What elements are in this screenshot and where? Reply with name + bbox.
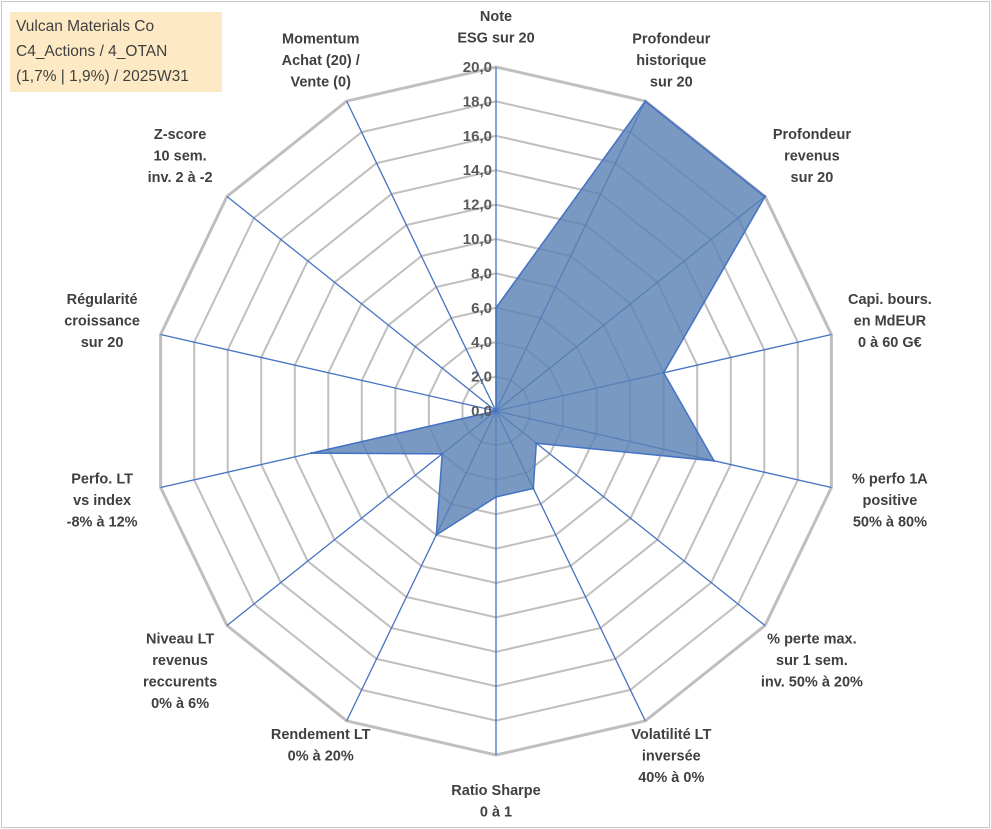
data-point [441,452,444,456]
axis-label-line: Note [480,9,512,25]
axis-label-line: Profondeur [773,127,851,143]
axis-label-line: 0% à 20% [288,748,354,764]
axis-label: Momentum Achat (20) / Vente (0) [282,32,360,91]
chart-title-box: Vulcan Materials Co C4_Actions / 4_OTAN … [10,12,222,92]
axis-label-line: % perte max. [767,632,856,648]
tick-label: 10,0 [463,231,492,248]
axis-label-line: 0 à 1 [480,805,512,821]
axis-label: Niveau LT revenus reccurents 0% à 6% [143,632,217,713]
axis-label: % perfo 1A positive 50% à 80% [852,472,928,531]
axis-label-line: Vente (0) [290,75,351,91]
axis-spoke [495,410,766,627]
axis-label-line: historique [636,53,706,69]
axis-label: Profondeur historique sur 20 [632,32,710,91]
data-point [435,533,438,537]
title-line-company: Vulcan Materials Co [16,18,155,35]
axis-label: Régularité croissance sur 20 [64,292,140,351]
axis-label-line: Niveau LT [146,632,214,648]
axis-label-line: croissance [64,313,140,329]
axis-label-line: sur 20 [791,170,834,186]
data-point [662,371,665,374]
axis-label: Rendement LT 0% à 20% [271,727,371,765]
axis-spoke [346,100,497,412]
axis-label-line: Ratio Sharpe [451,783,540,799]
tick-label: 2,0 [471,369,492,386]
axis-label: Note ESG sur 20 [457,9,534,47]
tick-label: 18,0 [463,93,492,110]
axis-label-line: 40% à 0% [638,770,704,786]
data-point [644,99,647,103]
axis-label-line: Rendement LT [271,727,371,743]
tick-label: 14,0 [463,162,492,179]
data-point [310,451,313,455]
axis-spoke [160,333,497,412]
axis-label-line: sur 20 [81,335,124,351]
axis-label-line: Volatilité LT [631,727,711,743]
axis-label: Volatilité LT inversée 40% à 0% [631,727,711,786]
axis-label-line: Momentum [282,32,359,48]
axis-label: Perfo. LT vs index -8% à 12% [67,472,138,531]
axis-label-line: Achat (20) / [282,53,360,69]
axis-label-line: revenus [152,653,208,669]
axis-label-line: 50% à 80% [853,515,927,531]
tick-label: 6,0 [471,300,492,317]
data-point [535,442,538,445]
data-point [763,195,767,198]
axis-label-line: inv. 50% à 20% [761,675,863,691]
axis-label-line: -8% à 12% [67,515,138,531]
axis-label-line: revenus [784,149,840,165]
axis-label: Z-score 10 sem. inv. 2 à -2 [148,127,213,186]
axis-label-line: % perfo 1A [852,472,928,488]
axis-label-line: Profondeur [632,32,710,48]
tick-label: 16,0 [463,128,492,145]
data-point [494,495,498,499]
tick-label: 8,0 [471,265,492,282]
axis-label: % perte max. sur 1 sem. inv. 50% à 20% [761,632,863,691]
axis-label-line: vs index [73,493,131,509]
data-point [494,409,498,413]
data-point [532,487,535,490]
axis-label-line: Z-score [154,127,206,143]
axis-label-line: en MdEUR [854,313,927,329]
axis-label-line: 0% à 6% [151,696,209,712]
axis-label-line: reccurents [143,675,217,691]
axis-label-line: positive [863,493,918,509]
axis-label-line: sur 1 sem. [776,653,848,669]
data-point [494,306,498,309]
axis-label-line: 0 à 60 G€ [858,335,922,351]
axis-label-line: inv. 2 à -2 [148,170,213,186]
tick-label: 12,0 [463,197,492,214]
axis-label-line: sur 20 [650,75,693,91]
data-point [712,459,716,462]
axis-label-line: ESG sur 20 [457,31,534,47]
title-line-period: (1,7% | 1,9%) / 2025W31 [16,68,189,85]
axis-spoke [226,195,497,412]
axis-label: Ratio Sharpe 0 à 1 [451,783,540,821]
tick-label: 4,0 [471,334,492,351]
tick-label: 0,0 [471,403,492,420]
axis-label: Capi. bours. en MdEUR 0 à 60 G€ [848,292,932,351]
tick-label: 20,0 [463,59,492,76]
axis-label-line: inversée [642,748,701,764]
axis-label-line: Régularité [67,292,138,308]
axis-label-line: 10 sem. [153,149,206,165]
axis-label-line: Capi. bours. [848,292,932,308]
title-line-category: C4_Actions / 4_OTAN [16,43,168,60]
axis-label-line: Perfo. LT [71,472,133,488]
axis-label: Profondeur revenus sur 20 [773,127,851,186]
